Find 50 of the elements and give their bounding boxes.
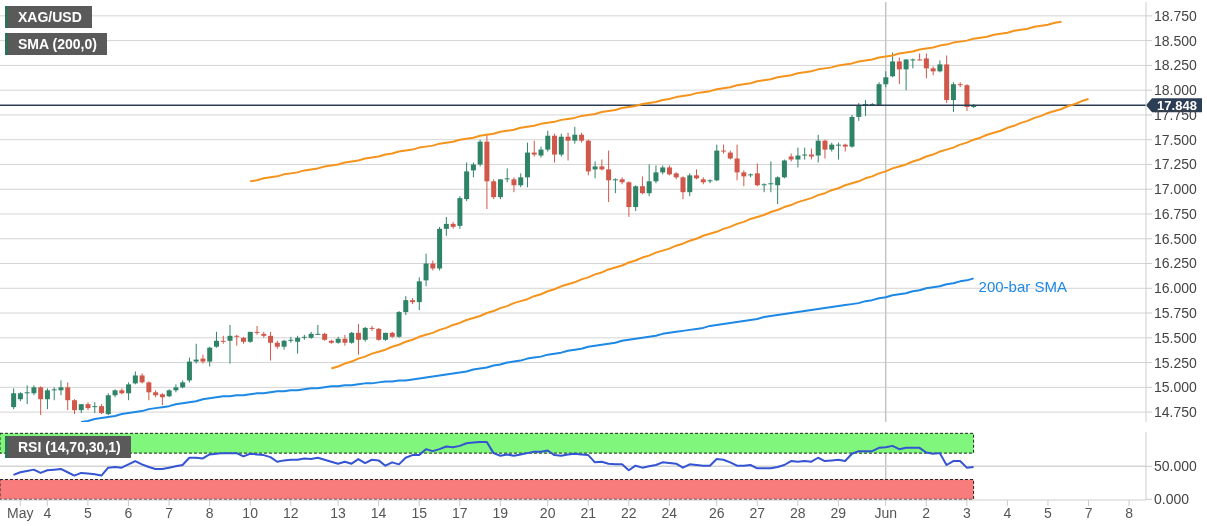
x-tick-label: 27 (749, 504, 766, 521)
y-tick-label: 15.500 (1154, 329, 1198, 346)
x-tick-label: 5 (84, 504, 92, 521)
y-tick-label: 15.750 (1154, 305, 1198, 322)
y-tick-label: 17.250 (1154, 156, 1198, 173)
y-tick-label: 17.000 (1154, 181, 1198, 198)
y-tick-label: 18.250 (1154, 57, 1198, 74)
x-tick-label: 6 (124, 504, 133, 521)
x-tick-label: 2 (922, 504, 931, 521)
x-tick-label: 26 (708, 504, 725, 521)
y-tick-label: 15.250 (1154, 354, 1198, 371)
y-tick-label: 16.500 (1154, 230, 1198, 247)
x-tick-label: 8 (205, 504, 214, 521)
x-tick-label: 21 (580, 504, 597, 521)
x-tick-label: 17 (451, 504, 468, 521)
x-tick-label: 7 (1084, 504, 1093, 521)
y-tick-label: 15.000 (1154, 379, 1198, 396)
y-tick-label: 16.000 (1154, 280, 1198, 297)
x-tick-label: Jun (874, 504, 897, 521)
y-tick-label: 17.500 (1154, 131, 1198, 148)
x-tick-label: 14 (370, 504, 387, 521)
y-tick-label: 50.000 (1154, 458, 1198, 475)
x-tick-label: 10 (242, 504, 259, 521)
y-tick-label: 16.250 (1154, 255, 1198, 272)
x-tick-label: 22 (620, 504, 637, 521)
x-tick-label: 29 (830, 504, 847, 521)
x-tick-label: 12 (282, 504, 299, 521)
y-tick-label: 16.750 (1154, 205, 1198, 222)
x-tick-label: 20 (539, 504, 556, 521)
x-tick-label: 19 (492, 504, 509, 521)
y-tick-label: 18.500 (1154, 32, 1198, 49)
x-tick-label: 4 (1003, 504, 1012, 521)
label-box: RSI (14,70,30,1) (5, 436, 131, 458)
x-tick-label: 8 (1125, 504, 1134, 521)
x-tick-label: 4 (43, 504, 52, 521)
x-tick-label: 28 (790, 504, 806, 521)
label-box: SMA (200,0) (5, 33, 107, 55)
x-tick-label: 5 (1044, 504, 1053, 521)
y-tick-label: 14.750 (1154, 404, 1198, 421)
x-tick-label: 24 (661, 504, 678, 521)
x-tick-label: 13 (330, 504, 347, 521)
x-tick-label: 15 (411, 504, 428, 521)
y-tick-label: 18.750 (1154, 7, 1198, 24)
x-tick-label: May (7, 504, 34, 521)
label-box: XAG/USD (5, 6, 92, 28)
y-tick-label: 18.000 (1154, 82, 1198, 99)
x-tick-label: 7 (165, 504, 174, 521)
y-tick-label: 0.000 (1154, 491, 1190, 508)
series-label: 200-bar SMA (978, 277, 1067, 295)
x-tick-label: 3 (962, 504, 971, 521)
